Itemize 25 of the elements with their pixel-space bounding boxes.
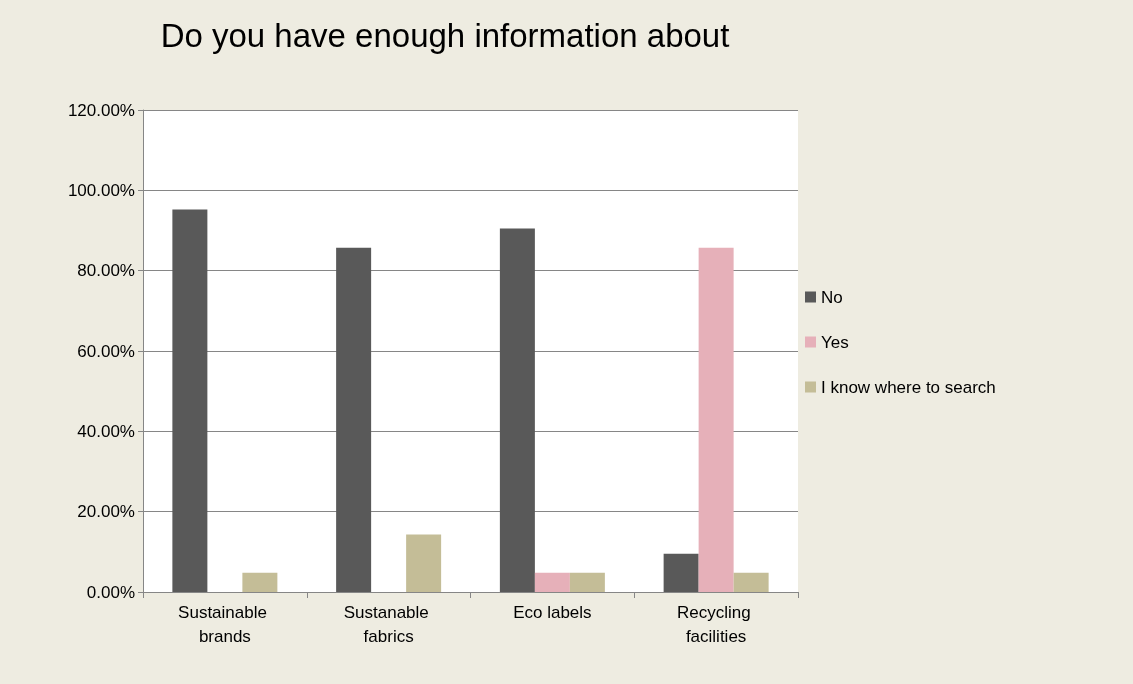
y-tick-label: 60.00% [77,341,135,361]
y-tick-label: 40.00% [77,421,135,441]
legend-label: I know where to search [821,377,996,397]
y-tick-label: 20.00% [77,502,135,522]
bar [336,247,372,592]
x-tick-label: Eco labels [513,602,592,622]
x-tick-label: Sustainable brands [178,602,272,646]
y-tick-label: 80.00% [77,261,135,281]
bar [534,572,570,592]
bar [242,572,278,592]
legend-label: Yes [821,332,849,352]
bar [733,572,769,592]
bar [406,534,442,592]
y-tick-label: 0.00% [86,582,135,602]
bar [172,209,208,592]
bar [663,553,699,592]
chart-title: Do you have enough information about [160,17,730,54]
x-tick-label: Sustanable fabrics [343,602,434,646]
y-tick-label: 100.00% [67,180,135,200]
bar [569,572,605,592]
y-tick-label: 120.00% [67,100,135,120]
bar [499,228,535,592]
bar [698,247,734,592]
legend-label: No [821,287,843,307]
x-tick-label: Recycling facilities [676,602,756,646]
